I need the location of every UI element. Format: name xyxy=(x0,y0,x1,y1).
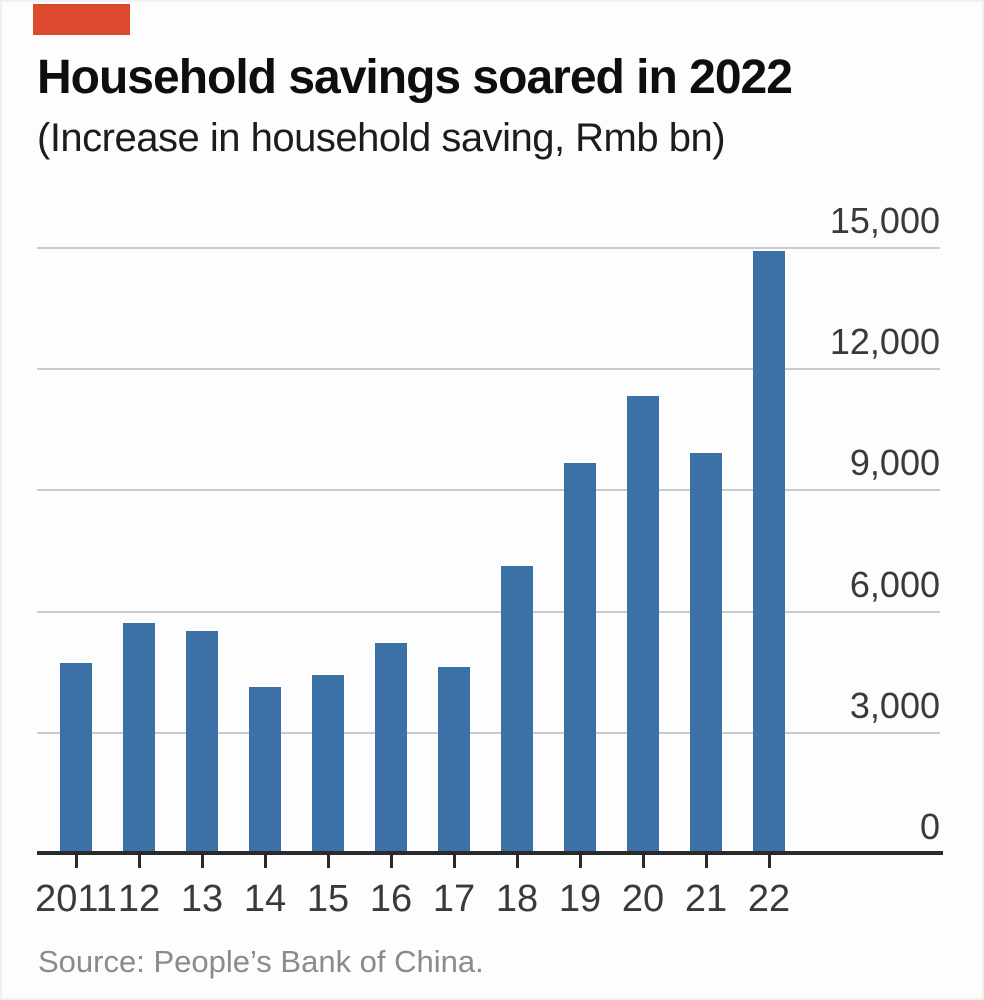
gridline xyxy=(37,732,940,734)
x-axis-label: 22 xyxy=(747,878,791,920)
chart-title: Household savings soared in 2022 xyxy=(37,51,793,104)
y-axis-label: 15,000 xyxy=(829,200,940,241)
bar-2016 xyxy=(375,643,407,853)
x-axis-label: 14 xyxy=(243,878,287,920)
y-axis-label: 9,000 xyxy=(849,442,940,483)
bar-2017 xyxy=(438,667,470,853)
x-axis-label: 15 xyxy=(306,878,350,920)
x-axis-label: 20 xyxy=(621,878,665,920)
bar-2020 xyxy=(627,396,659,853)
x-axis-tick xyxy=(201,855,204,868)
x-axis-label: 17 xyxy=(432,878,476,920)
bar-2018 xyxy=(501,566,533,853)
gridline xyxy=(37,611,940,613)
bar-2015 xyxy=(312,675,344,853)
x-axis-tick xyxy=(327,855,330,868)
x-axis-tick xyxy=(453,855,456,868)
x-axis-line xyxy=(37,851,943,855)
y-axis-label: 0 xyxy=(919,806,940,847)
y-axis-label: 6,000 xyxy=(849,564,940,605)
gridline xyxy=(37,368,940,370)
x-axis-label: 2011 xyxy=(35,878,117,920)
x-axis-label: 16 xyxy=(369,878,413,920)
gridline xyxy=(37,247,940,249)
chart-subtitle: (Increase in household saving, Rmb bn) xyxy=(37,116,726,160)
y-axis-label: 12,000 xyxy=(829,321,940,362)
x-axis-label: 21 xyxy=(684,878,728,920)
source-note: Source: People’s Bank of China. xyxy=(38,944,484,979)
x-axis-tick xyxy=(579,855,582,868)
x-axis-tick xyxy=(705,855,708,868)
bar-2022 xyxy=(753,251,785,853)
gridline xyxy=(37,489,940,491)
bar-2013 xyxy=(186,631,218,853)
x-axis-tick xyxy=(264,855,267,868)
x-axis-tick xyxy=(390,855,393,868)
bar-2011 xyxy=(60,663,92,853)
x-axis-tick xyxy=(516,855,519,868)
x-axis-label: 12 xyxy=(117,878,161,920)
x-axis-tick xyxy=(75,855,78,868)
x-axis-label: 18 xyxy=(495,878,539,920)
bar-2021 xyxy=(690,453,722,853)
x-axis-label: 13 xyxy=(180,878,224,920)
x-axis-tick xyxy=(138,855,141,868)
x-axis-tick xyxy=(642,855,645,868)
y-axis-label: 3,000 xyxy=(849,685,940,726)
x-axis-label: 19 xyxy=(558,878,602,920)
brand-red-tab xyxy=(33,4,130,35)
bar-2019 xyxy=(564,463,596,853)
bar-2012 xyxy=(123,623,155,853)
bar-2014 xyxy=(249,687,281,853)
x-axis-tick xyxy=(768,855,771,868)
